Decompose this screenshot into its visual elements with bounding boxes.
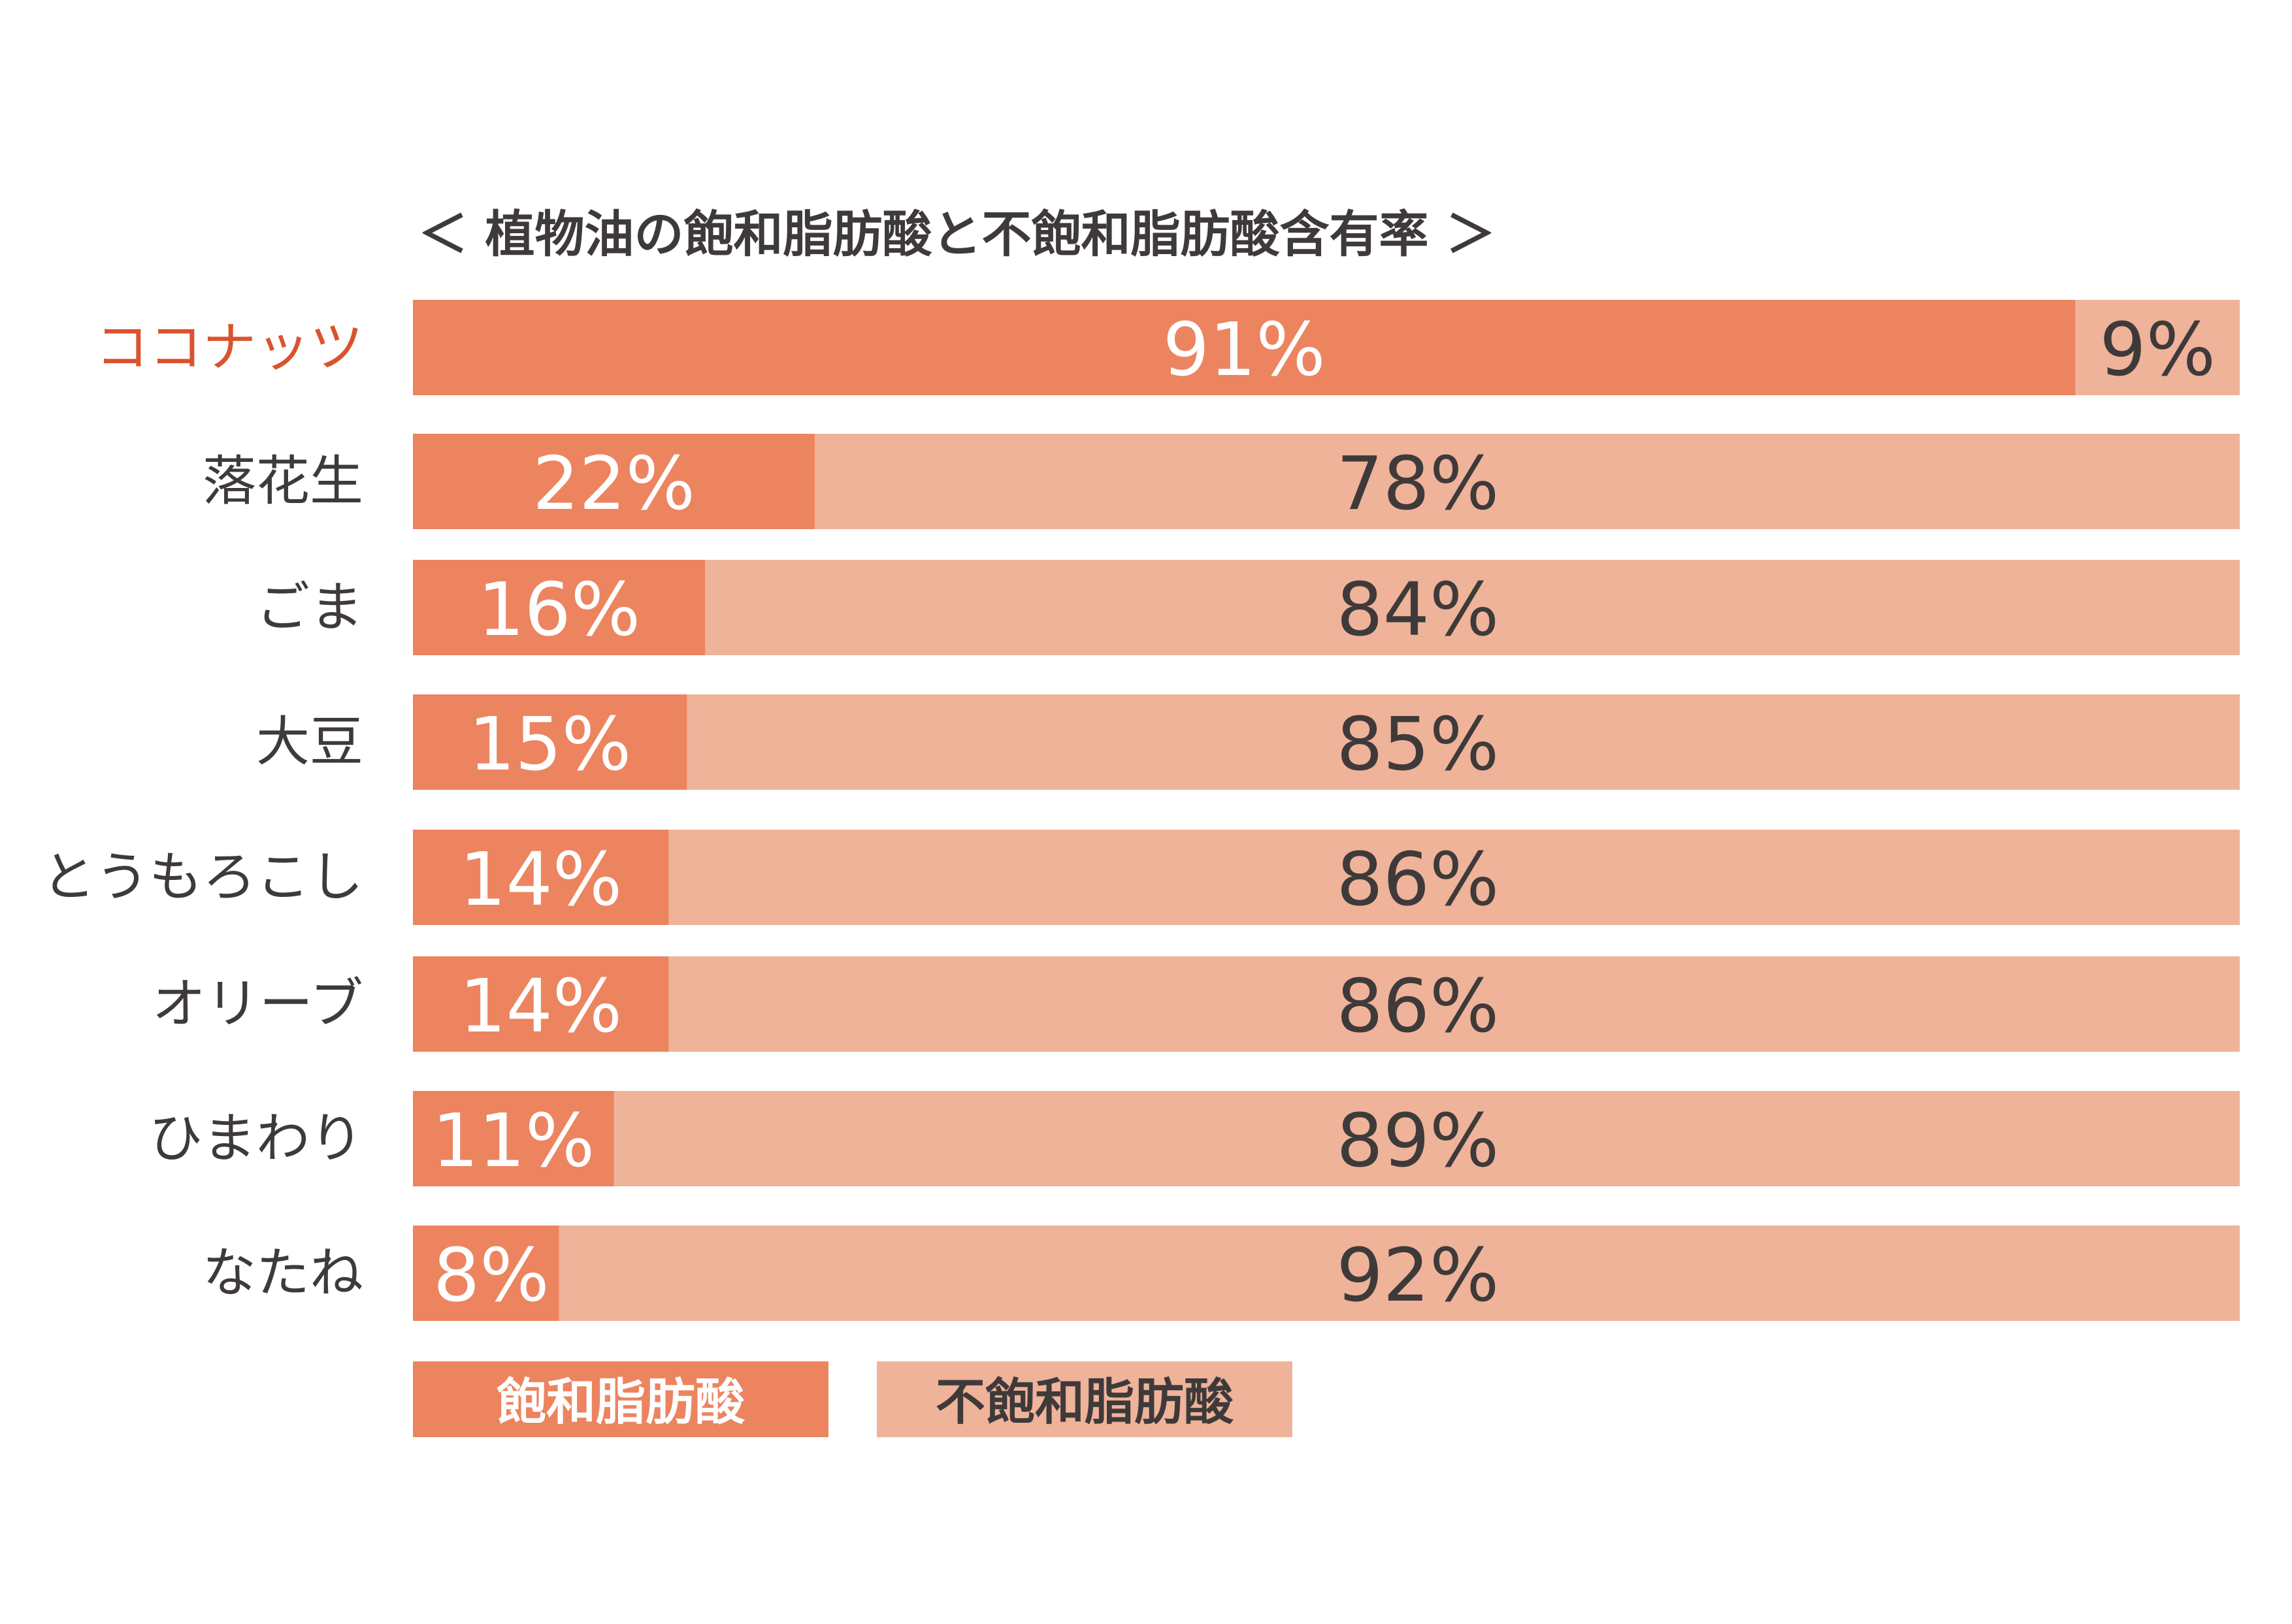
bar-unsaturated <box>614 1091 2240 1186</box>
bar-saturated <box>413 560 706 655</box>
bar-saturated <box>413 434 815 529</box>
bar-saturated <box>413 830 669 925</box>
category-label: 大豆 <box>256 711 363 773</box>
bar-unsaturated <box>668 830 2240 925</box>
value-label-saturated: 11% <box>432 1099 595 1184</box>
legend-item-saturated-swatch <box>413 1361 828 1437</box>
bar-saturated <box>413 1226 559 1321</box>
category-label: ココナッツ <box>95 317 363 379</box>
bar-saturated <box>413 1091 614 1186</box>
value-label-unsaturated: 84% <box>1337 568 1499 653</box>
legend-item-unsaturated-label: 不飽和脂肪酸 <box>936 1373 1234 1431</box>
value-label-unsaturated: 9% <box>2099 308 2216 393</box>
bar-saturated <box>413 300 2076 395</box>
bar-unsaturated <box>815 434 2240 529</box>
value-label-saturated: 22% <box>532 442 695 527</box>
category-label: ごま <box>256 577 363 639</box>
value-label-unsaturated: 89% <box>1337 1099 1499 1184</box>
value-label-saturated: 16% <box>478 568 640 653</box>
value-label-saturated: 8% <box>433 1233 549 1318</box>
category-label: オリーブ <box>152 973 363 1035</box>
chart-title: ＜ 植物油の飽和脂肪酸と不飽和脂肪酸含有率 ＞ <box>418 205 1496 263</box>
bar-saturated <box>413 956 669 1052</box>
value-label-unsaturated: 92% <box>1337 1233 1499 1318</box>
bar-rows: ココナッツ 91% 9% 落花生 22% 78% ごま 16% 84% 大豆 15% 85% とうもろこ… <box>42 300 2240 1321</box>
legend: 飽和脂肪酸 不飽和脂肪酸 <box>413 1361 1292 1437</box>
bar-saturated <box>413 694 687 790</box>
value-label-unsaturated: 78% <box>1337 442 1499 527</box>
value-label-saturated: 91% <box>1163 308 1326 393</box>
bar-unsaturated <box>668 956 2240 1052</box>
value-label-saturated: 14% <box>459 964 622 1049</box>
value-label-saturated: 15% <box>468 702 631 787</box>
value-label-unsaturated: 85% <box>1337 702 1499 787</box>
value-label-unsaturated: 86% <box>1337 964 1499 1049</box>
category-label: 落花生 <box>203 451 363 513</box>
bar-unsaturated <box>2075 300 2240 395</box>
category-label: とうもろこし <box>42 847 363 909</box>
category-label: ひまわり <box>149 1108 363 1170</box>
category-label: なたね <box>203 1242 363 1305</box>
legend-item-unsaturated-swatch <box>877 1361 1292 1437</box>
bar-unsaturated <box>559 1226 2240 1321</box>
bar-unsaturated <box>705 560 2240 655</box>
value-label-saturated: 14% <box>459 837 622 922</box>
value-label-unsaturated: 86% <box>1337 837 1499 922</box>
legend-item-saturated-label: 飽和脂肪酸 <box>497 1373 745 1431</box>
bar-unsaturated <box>687 694 2240 790</box>
